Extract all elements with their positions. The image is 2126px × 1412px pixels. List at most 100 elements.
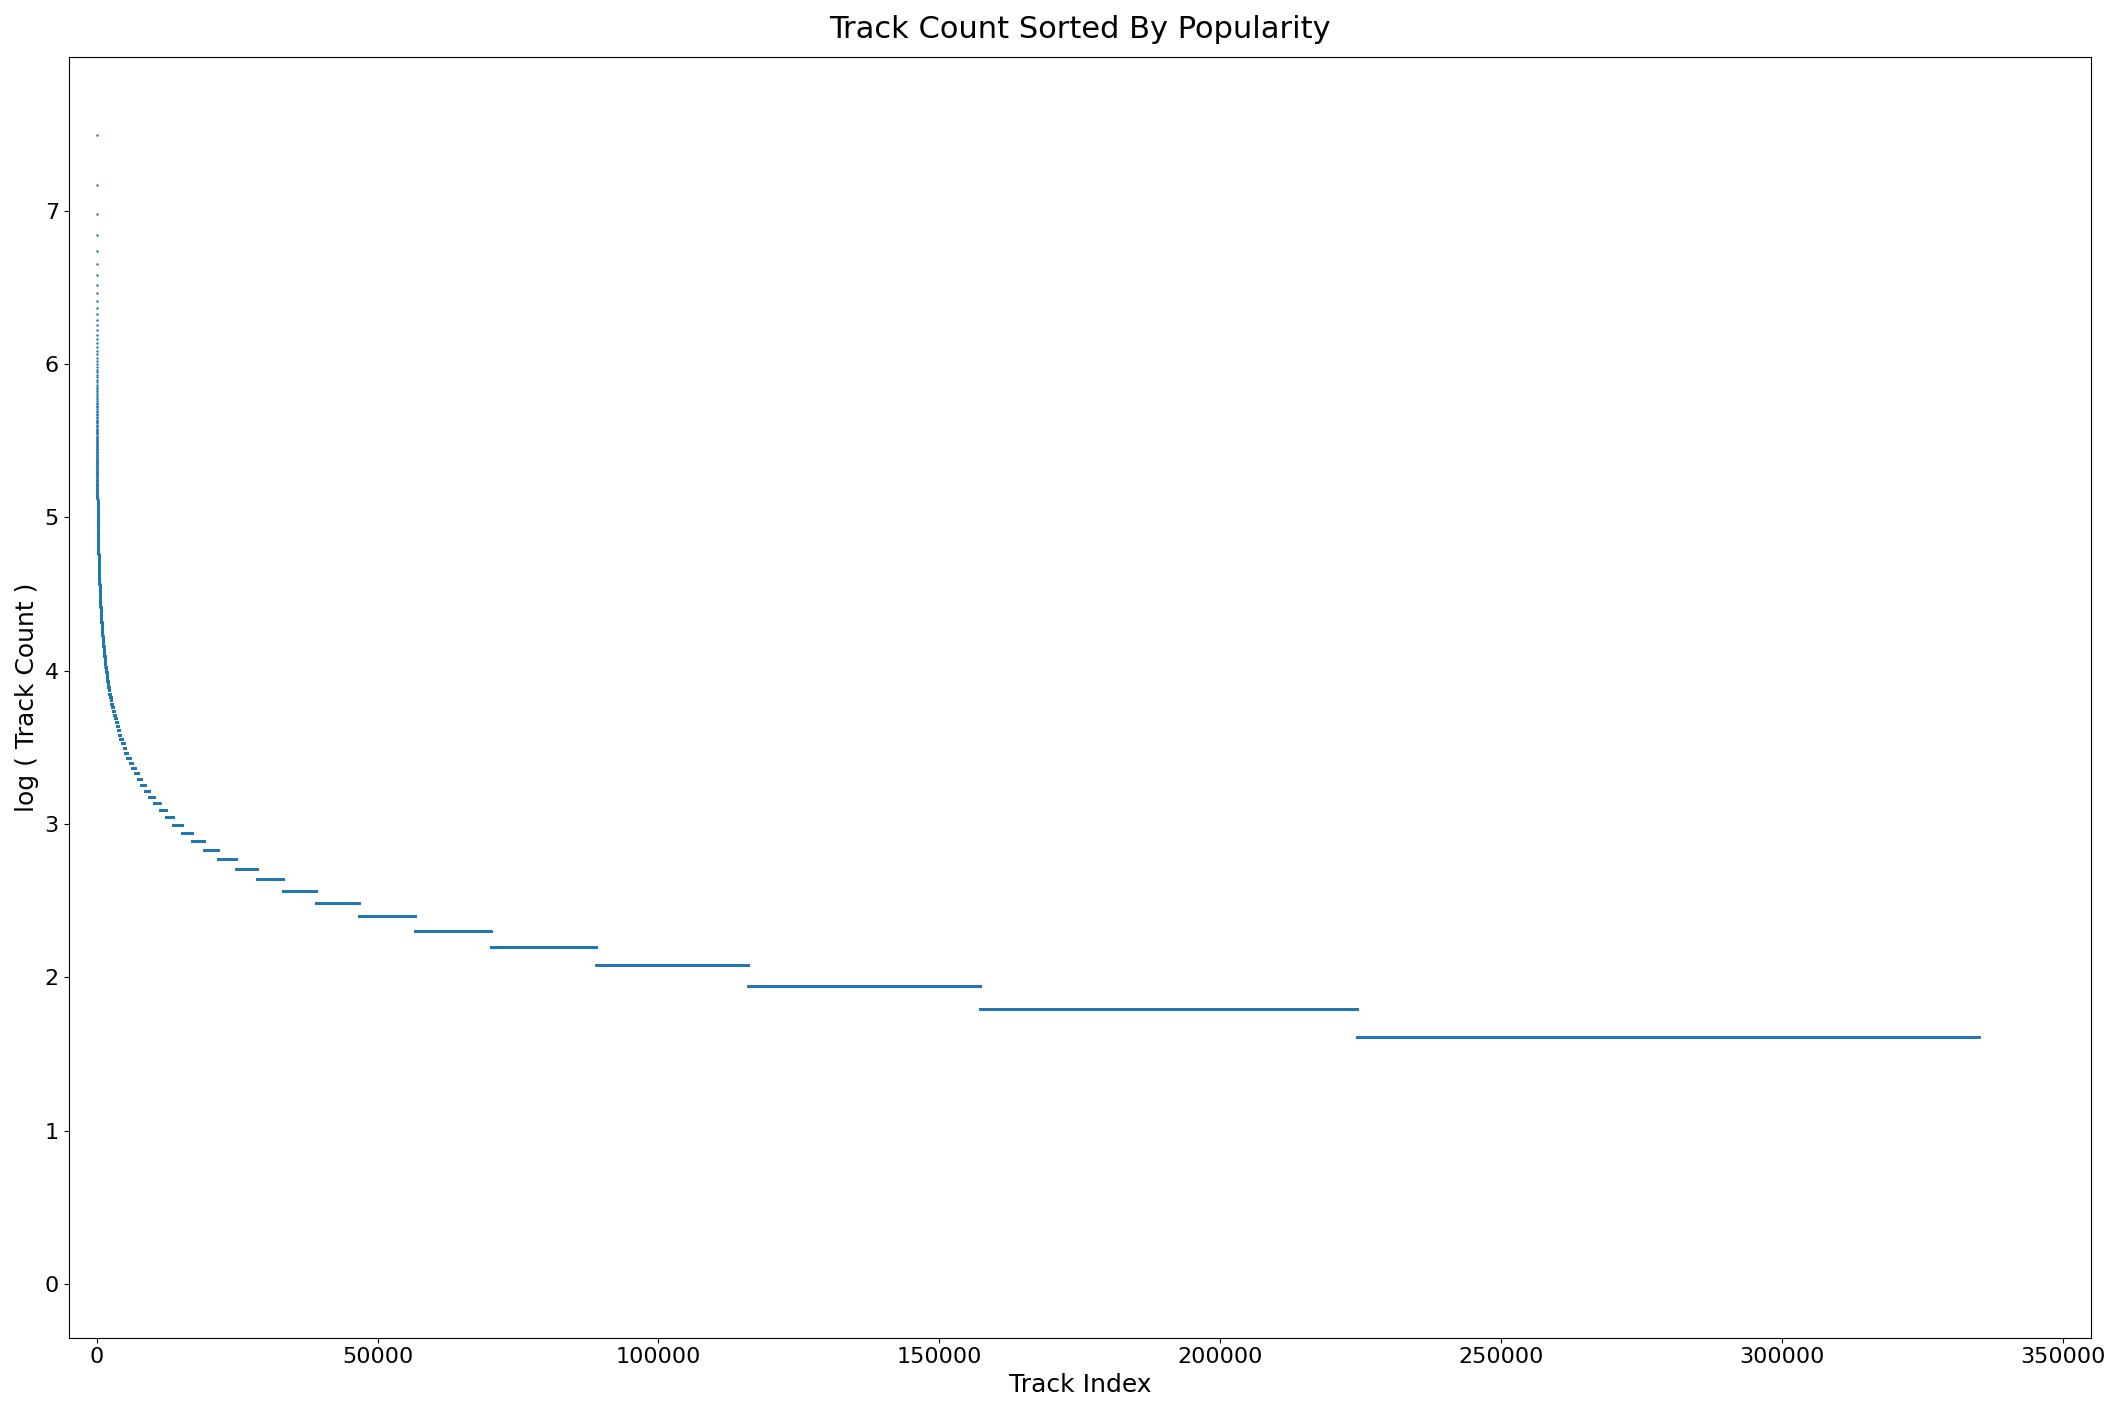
Point [1726,1027,1760,1049]
Point [179,830,213,853]
Point [1601,1027,1635,1049]
Point [1284,998,1318,1021]
Point [268,880,302,902]
Point [179,830,213,853]
Point [1322,998,1356,1021]
Point [1354,1027,1388,1049]
Point [823,974,857,997]
Point [1956,1027,1990,1049]
Point [927,974,961,997]
Point [1082,998,1116,1021]
Point [153,806,187,829]
Point [1697,1027,1731,1049]
Point [1635,1027,1669,1049]
Point [704,955,738,977]
Point [925,974,959,997]
Point [1429,1027,1463,1049]
Point [1612,1027,1646,1049]
Point [1663,1027,1697,1049]
Point [1310,998,1344,1021]
Point [1473,1027,1507,1049]
Point [1144,998,1178,1021]
Point [797,974,831,997]
Point [1395,1027,1429,1049]
Point [1059,998,1093,1021]
Point [1835,1027,1869,1049]
Point [1259,998,1293,1021]
Point [1777,1027,1811,1049]
Point [1820,1027,1854,1049]
Point [1862,1027,1896,1049]
Point [1059,998,1093,1021]
Point [381,905,415,928]
Point [1728,1027,1762,1049]
Point [1960,1027,1994,1049]
Point [880,974,914,997]
Point [255,868,289,891]
Point [901,974,935,997]
Point [170,822,204,844]
Point [1660,1027,1694,1049]
Point [1754,1027,1788,1049]
Point [123,768,157,791]
Point [1014,998,1048,1021]
Point [412,919,446,942]
Point [1601,1027,1635,1049]
Point [946,974,980,997]
Point [1025,998,1059,1021]
Point [1031,998,1065,1021]
Point [421,919,455,942]
Point [1314,998,1348,1021]
Point [767,974,802,997]
Point [1518,1027,1552,1049]
Point [1295,998,1329,1021]
Point [210,847,244,870]
Point [191,839,225,861]
Point [1233,998,1267,1021]
Point [1035,998,1069,1021]
Point [1871,1027,1905,1049]
Point [232,857,266,880]
Point [763,974,797,997]
Point [1303,998,1337,1021]
Point [853,974,887,997]
Point [1658,1027,1692,1049]
Point [1722,1027,1756,1049]
Point [772,974,806,997]
Point [1267,998,1301,1021]
Point [123,768,157,791]
Point [1631,1027,1665,1049]
Point [821,974,855,997]
Point [719,955,753,977]
Point [466,919,500,942]
Point [1399,1027,1433,1049]
Point [670,955,704,977]
Point [1320,998,1354,1021]
Point [1909,1027,1943,1049]
Point [113,746,147,768]
Point [1035,998,1069,1021]
Point [529,936,563,959]
Point [899,974,933,997]
Point [1660,1027,1694,1049]
Point [149,799,183,822]
Point [1310,998,1344,1021]
Point [978,998,1012,1021]
Point [1120,998,1154,1021]
Point [1541,1027,1575,1049]
Point [102,719,136,741]
Point [1369,1027,1403,1049]
Point [325,892,359,915]
Point [659,955,693,977]
Point [1299,998,1333,1021]
Point [1025,998,1059,1021]
Point [174,822,208,844]
Point [861,974,895,997]
Point [179,830,213,853]
Point [1216,998,1250,1021]
Point [1682,1027,1716,1049]
Point [1509,1027,1543,1049]
Point [1563,1027,1597,1049]
Point [1801,1027,1835,1049]
Point [1731,1027,1765,1049]
